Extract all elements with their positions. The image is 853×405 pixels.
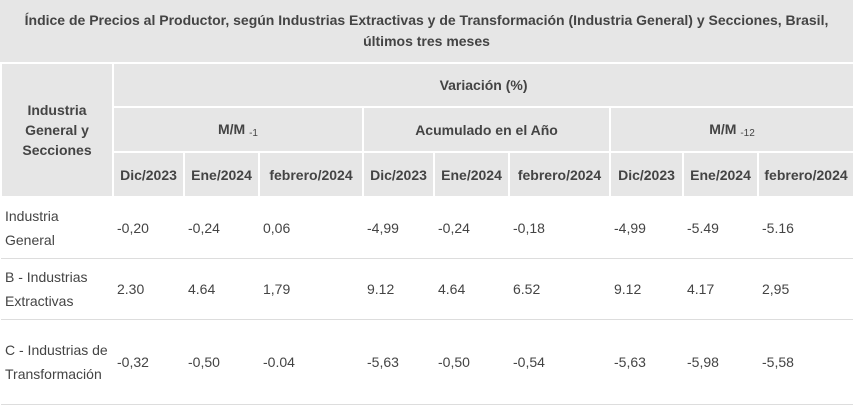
cell: -4,99 (363, 197, 434, 259)
group-sub: -1 (249, 127, 258, 139)
table-title: Índice de Precios al Productor, según In… (0, 0, 853, 62)
cell: -0,20 (113, 197, 184, 259)
group-label: Acumulado en el Año (415, 121, 558, 138)
cell: -0,54 (509, 319, 610, 405)
cell: -0.04 (259, 319, 363, 405)
group-header-mm1: M/M -1 (112, 106, 364, 153)
cell: 1,79 (259, 258, 363, 320)
month-header: febrero/2024 (508, 151, 611, 198)
row-label: B - Industrias Extractivas (1, 258, 113, 320)
cell: -5.16 (758, 197, 853, 259)
month-header: Ene/2024 (682, 151, 759, 198)
cell: -0,24 (184, 197, 259, 259)
cell: -5,63 (363, 319, 434, 405)
variation-header: Variación (%) (111, 62, 853, 108)
month-header: Dic/2023 (609, 151, 684, 198)
month-header: febrero/2024 (756, 151, 853, 198)
cell: -0,50 (434, 319, 509, 405)
cell: 4.64 (184, 258, 259, 320)
cell: -4,99 (610, 197, 683, 259)
cell: 0,06 (259, 197, 363, 259)
cell: -5,58 (758, 319, 853, 405)
cell: 4.64 (434, 258, 509, 320)
cell: -0,18 (509, 197, 610, 259)
month-header: Dic/2023 (362, 151, 435, 198)
group-label: M/M (217, 120, 246, 137)
table-row: Industria General -0,20 -0,24 0,06 -4,99… (1, 197, 853, 259)
group-header-mm12: M/M -12 (608, 106, 853, 153)
table-title-text: Índice de Precios al Productor, según In… (24, 12, 829, 49)
month-header: Ene/2024 (183, 151, 260, 198)
table-row: B - Industrias Extractivas 2.30 4.64 1,7… (1, 258, 853, 320)
row-header: Industria General y Secciones (0, 62, 114, 198)
month-header: Ene/2024 (433, 151, 510, 198)
table-row: C - Industrias de Transformación -0,32 -… (1, 319, 853, 405)
variation-header-label: Variación (%) (439, 77, 528, 93)
cell: 2.30 (113, 258, 184, 320)
row-label: Industria General (1, 197, 113, 259)
price-index-table: Industria General y Secciones Variación … (0, 62, 853, 405)
cell: 9.12 (610, 258, 683, 320)
cell: -0,24 (434, 197, 509, 259)
cell: -0,32 (113, 319, 184, 405)
cell: -5.49 (683, 197, 758, 259)
group-sub: -12 (740, 127, 755, 139)
cell: 4.17 (683, 258, 758, 320)
row-label: C - Industrias de Transformación (1, 319, 113, 405)
cell: 9.12 (363, 258, 434, 320)
month-header: febrero/2024 (258, 151, 364, 198)
group-header-acumulado: Acumulado en el Año (362, 106, 611, 153)
cell: -5,63 (610, 319, 683, 405)
row-header-label: Industria General y Secciones (22, 102, 92, 158)
cell: 2,95 (758, 258, 853, 320)
cell: -0,50 (184, 319, 259, 405)
month-header: Dic/2023 (112, 151, 185, 198)
group-label: M/M (709, 120, 737, 137)
cell: -5,98 (683, 319, 758, 405)
cell: 6.52 (509, 258, 610, 320)
